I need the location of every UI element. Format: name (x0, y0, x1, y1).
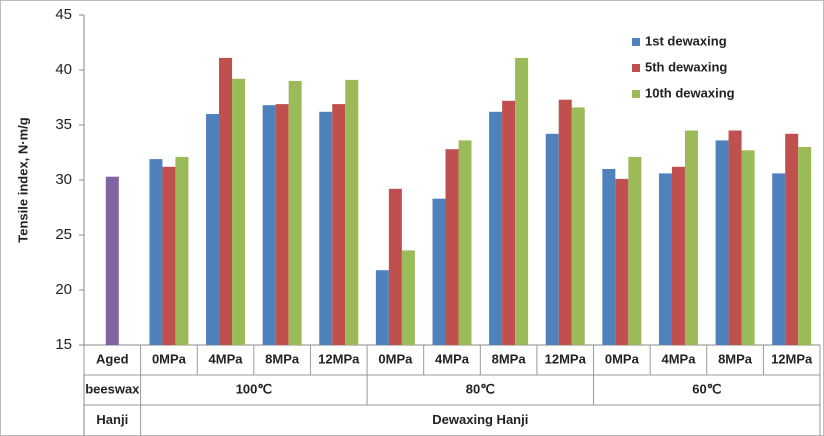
y-tick-label: 20 (55, 281, 72, 298)
legend-swatch (632, 38, 640, 46)
bar (232, 78, 246, 346)
legend-label: 5th dewaxing (645, 59, 727, 74)
bar (288, 81, 302, 345)
bar (149, 159, 163, 345)
bar (785, 133, 799, 345)
bar (684, 130, 698, 345)
supergroup-label: Dewaxing Hanji (432, 412, 528, 427)
bar (658, 173, 672, 345)
y-tick-label: 35 (55, 116, 72, 133)
group-label: 80℃ (466, 381, 495, 396)
legend-label: 10th dewaxing (645, 85, 735, 100)
x-tick-label: 12MPa (771, 351, 813, 366)
group-label: 100℃ (236, 381, 272, 396)
x-tick-label: 0MPa (605, 351, 640, 366)
bar (615, 178, 629, 345)
bar (628, 156, 642, 345)
bar (602, 169, 616, 345)
bar (262, 105, 276, 345)
supergroup-label: Hanji (96, 412, 128, 427)
bar (545, 133, 559, 345)
bar (219, 57, 233, 346)
bar (445, 149, 459, 345)
bar (502, 100, 516, 345)
x-tick-label: Aged (96, 351, 129, 366)
bar (206, 114, 220, 345)
group-label: beeswax (85, 381, 140, 396)
y-tick-label: 30 (55, 171, 72, 188)
x-tick-label: 0MPa (378, 351, 413, 366)
legend-label: 1st dewaxing (645, 33, 727, 48)
bar (345, 79, 359, 346)
bar (798, 147, 812, 345)
bar (772, 173, 786, 345)
x-tick-label: 8MPa (492, 351, 527, 366)
bar (401, 250, 415, 345)
y-axis-title: Tensile index, N·m/g (15, 117, 30, 243)
legend-swatch (632, 90, 640, 98)
y-tick-label: 15 (55, 336, 72, 353)
bar (715, 140, 729, 345)
y-tick-label: 45 (55, 6, 72, 23)
x-tick-label: 4MPa (209, 351, 244, 366)
bar (458, 140, 472, 345)
bar (275, 104, 289, 345)
x-tick-label: 12MPa (318, 351, 360, 366)
bar (558, 99, 572, 345)
x-tick-label: 4MPa (661, 351, 696, 366)
bar (728, 130, 742, 345)
x-tick-label: 8MPa (265, 351, 300, 366)
bar (571, 107, 585, 346)
group-label: 60℃ (692, 381, 721, 396)
y-tick-label: 25 (55, 226, 72, 243)
bar (175, 156, 189, 345)
x-tick-label: 0MPa (152, 351, 187, 366)
bar (375, 270, 389, 345)
bar (432, 198, 446, 345)
x-tick-label: 8MPa (718, 351, 753, 366)
bar (388, 188, 402, 345)
x-tick-label: 12MPa (545, 351, 587, 366)
bar (105, 176, 119, 345)
legend-swatch (632, 64, 640, 72)
bar (489, 111, 503, 345)
bar (741, 150, 755, 345)
bar (332, 104, 346, 345)
bar (319, 111, 333, 345)
y-tick-label: 40 (55, 61, 72, 78)
x-tick-label: 4MPa (435, 351, 470, 366)
bar (162, 166, 176, 345)
bar (515, 57, 529, 346)
bar (671, 166, 685, 345)
